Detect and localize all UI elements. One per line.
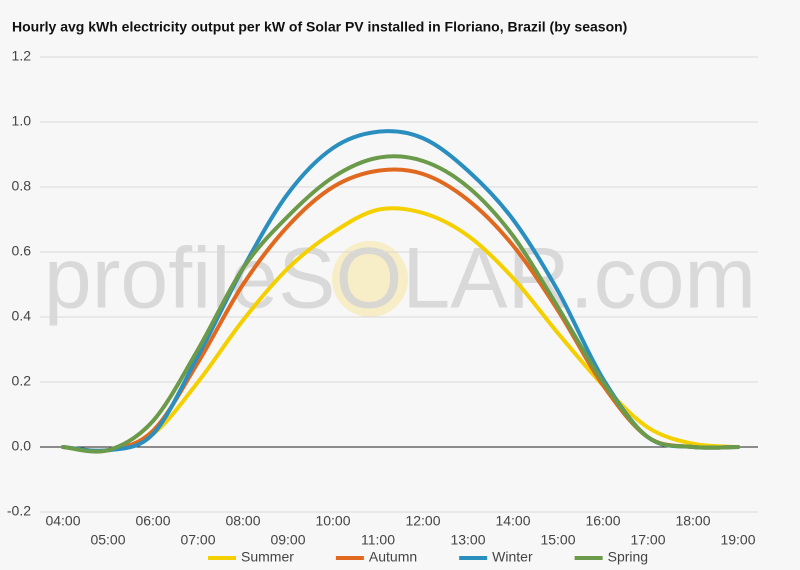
x-tick-label: 13:00: [450, 532, 485, 548]
legend-label: Summer: [241, 549, 294, 565]
x-tick-label: 04:00: [45, 513, 80, 529]
watermark-sun: [332, 241, 408, 317]
x-tick-label: 18:00: [675, 513, 710, 529]
x-tick-label: 10:00: [315, 513, 350, 529]
y-tick-label: 0.0: [12, 438, 32, 454]
y-tick-label: 0.2: [12, 373, 32, 389]
x-tick-label: 08:00: [225, 513, 260, 529]
legend-label: Autumn: [369, 549, 417, 565]
x-tick-label: 14:00: [495, 513, 530, 529]
x-tick-label: 17:00: [630, 532, 665, 548]
y-tick-label: 1.2: [12, 48, 32, 64]
x-tick-label: 19:00: [720, 532, 755, 548]
chart-title: Hourly avg kWh electricity output per kW…: [12, 19, 627, 35]
x-tick-label: 07:00: [180, 532, 215, 548]
y-tick-label: 1.0: [12, 113, 32, 129]
x-tick-label: 12:00: [405, 513, 440, 529]
x-tick-label: 11:00: [361, 532, 395, 548]
x-tick-label: 15:00: [540, 532, 575, 548]
x-tick-label: 05:00: [90, 532, 125, 548]
legend-label: Spring: [608, 549, 648, 565]
x-tick-label: 09:00: [270, 532, 305, 548]
x-tick-label: 16:00: [585, 513, 620, 529]
y-tick-label: -0.2: [7, 503, 31, 519]
series-line: [61, 154, 740, 454]
y-tick-label: 0.8: [12, 178, 32, 194]
y-tick-label: 0.6: [12, 243, 32, 259]
x-tick-label: 06:00: [135, 513, 170, 529]
watermark: profileSOLAR.com: [44, 231, 756, 327]
legend-label: Winter: [492, 549, 533, 565]
y-tick-label: 0.4: [12, 308, 32, 324]
